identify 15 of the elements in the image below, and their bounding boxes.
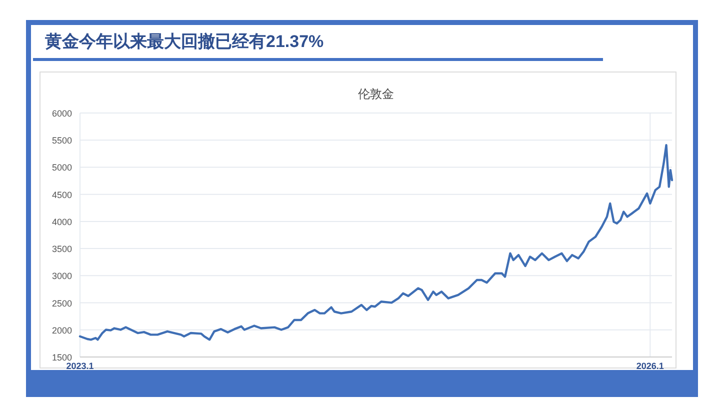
line-series (78, 144, 674, 341)
x-tick-label: 2026.1 (636, 361, 664, 371)
y-tick-label: 4500 (52, 190, 72, 200)
y-tick-label: 1500 (52, 352, 72, 362)
y-tick-label: 6000 (52, 108, 72, 118)
y-tick-label: 3000 (52, 271, 72, 282)
y-tick-label: 5000 (52, 162, 72, 173)
y-tick-label: 2500 (52, 298, 72, 308)
chart-title: 黄金今年以来最大回撤已经有21.37% (45, 31, 324, 53)
x-tick-label: 2023.1 (66, 361, 94, 371)
chart-subtitle: 伦敦金 (358, 87, 394, 101)
y-tick-label: 2000 (52, 325, 72, 336)
y-tick-label: 5500 (52, 136, 72, 146)
y-tick-label: 4000 (52, 216, 72, 227)
y-tick-label: 3500 (52, 244, 72, 254)
